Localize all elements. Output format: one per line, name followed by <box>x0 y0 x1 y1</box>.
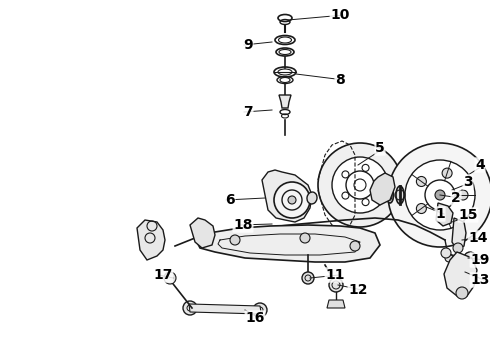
Polygon shape <box>452 218 466 250</box>
Circle shape <box>405 160 475 230</box>
Text: 13: 13 <box>470 273 490 287</box>
Text: 18: 18 <box>233 218 253 232</box>
Text: 10: 10 <box>330 8 350 22</box>
Circle shape <box>350 241 360 251</box>
Text: 17: 17 <box>153 268 172 282</box>
Text: 15: 15 <box>458 208 478 222</box>
Polygon shape <box>262 170 312 222</box>
Polygon shape <box>436 203 453 226</box>
Text: 6: 6 <box>225 193 235 207</box>
Circle shape <box>435 190 445 200</box>
Circle shape <box>274 182 310 218</box>
Circle shape <box>442 168 452 178</box>
Circle shape <box>300 233 310 243</box>
Polygon shape <box>137 220 165 260</box>
Text: 12: 12 <box>348 283 368 297</box>
Text: 3: 3 <box>463 175 473 189</box>
Circle shape <box>329 278 343 292</box>
Text: 8: 8 <box>335 73 345 87</box>
Circle shape <box>230 235 240 245</box>
Text: 2: 2 <box>451 191 461 205</box>
Circle shape <box>458 190 468 200</box>
Circle shape <box>416 176 426 186</box>
Text: 4: 4 <box>475 158 485 172</box>
Polygon shape <box>327 300 345 308</box>
Circle shape <box>318 143 402 227</box>
Circle shape <box>453 243 463 253</box>
Text: 16: 16 <box>245 311 265 325</box>
Polygon shape <box>279 95 291 108</box>
Circle shape <box>302 272 314 284</box>
Circle shape <box>164 272 176 284</box>
Circle shape <box>441 248 451 258</box>
Polygon shape <box>195 225 380 262</box>
Ellipse shape <box>387 187 393 203</box>
Circle shape <box>456 287 468 299</box>
Text: 1: 1 <box>435 207 445 221</box>
Polygon shape <box>370 173 395 205</box>
Text: 19: 19 <box>470 253 490 267</box>
Circle shape <box>288 196 296 204</box>
Circle shape <box>253 303 267 317</box>
Polygon shape <box>444 252 477 296</box>
Text: 9: 9 <box>243 38 253 52</box>
Text: 5: 5 <box>375 141 385 155</box>
Circle shape <box>332 157 388 213</box>
Circle shape <box>388 143 490 247</box>
Text: 11: 11 <box>325 268 345 282</box>
Text: 7: 7 <box>243 105 253 119</box>
Circle shape <box>445 254 453 262</box>
Circle shape <box>464 252 476 264</box>
Ellipse shape <box>307 192 317 204</box>
Polygon shape <box>189 304 261 314</box>
Circle shape <box>442 212 452 222</box>
Text: 14: 14 <box>468 231 488 245</box>
Circle shape <box>416 203 426 213</box>
Circle shape <box>183 301 197 315</box>
Polygon shape <box>190 218 215 248</box>
Ellipse shape <box>396 186 404 204</box>
